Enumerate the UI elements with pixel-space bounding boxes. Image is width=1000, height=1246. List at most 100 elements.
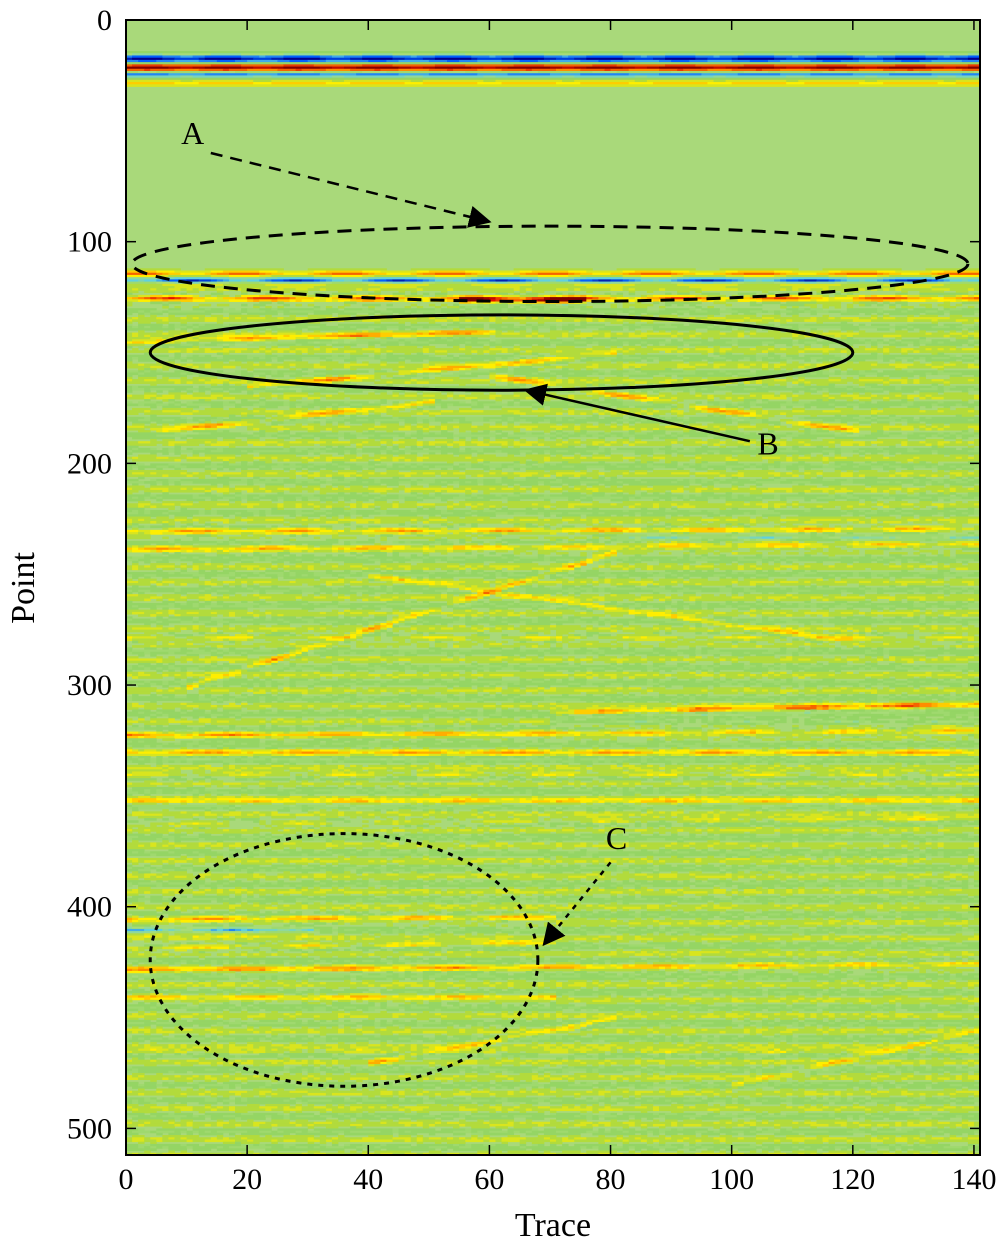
- heatmap-cell: [525, 292, 539, 296]
- heatmap-cell: [422, 399, 430, 402]
- heatmap-cell: [695, 345, 708, 349]
- heatmap-cell: [695, 405, 708, 409]
- heatmap-cell: [319, 281, 333, 285]
- heatmap-cell: [919, 461, 926, 464]
- heatmap-cell: [368, 305, 375, 309]
- heatmap-cell: [786, 288, 793, 291]
- heatmap-cell: [186, 441, 206, 444]
- heatmap-cell: [761, 341, 775, 345]
- heatmap-cell: [967, 337, 975, 340]
- heatmap-cell: [737, 288, 781, 291]
- heatmap-cell: [501, 465, 508, 469]
- heatmap-cell: [556, 438, 563, 442]
- heatmap-cell: [749, 303, 763, 307]
- heatmap-cell: [925, 421, 980, 424]
- heatmap-cell: [241, 57, 254, 61]
- heatmap-cell: [913, 447, 957, 451]
- heatmap-cell: [331, 332, 339, 336]
- heatmap-cell: [955, 303, 963, 307]
- heatmap-cell: [186, 447, 194, 451]
- heatmap-cell: [126, 290, 139, 294]
- heatmap-cell: [919, 290, 945, 294]
- heatmap-cell: [331, 458, 351, 462]
- heatmap-cell: [416, 458, 424, 462]
- heatmap-cell: [556, 427, 563, 431]
- heatmap-cell: [562, 443, 581, 447]
- heatmap-cell: [701, 288, 739, 291]
- heatmap-cell: [495, 55, 515, 59]
- heatmap-cell: [222, 310, 242, 314]
- heatmap-cell: [961, 432, 975, 435]
- heatmap-cell: [556, 68, 581, 72]
- heatmap-cell: [973, 447, 980, 451]
- heatmap-cell: [392, 330, 418, 333]
- heatmap-cell: [422, 410, 430, 413]
- heatmap-cell: [562, 66, 575, 70]
- heatmap-cell: [755, 332, 793, 336]
- heatmap-cell: [168, 392, 187, 396]
- heatmap-cell: [943, 463, 975, 466]
- heatmap-cell: [325, 59, 351, 63]
- heatmap-cell: [513, 370, 539, 373]
- heatmap-cell: [331, 55, 345, 59]
- heatmap-cell: [259, 356, 266, 360]
- heatmap-cell: [810, 414, 817, 418]
- heatmap-cell: [495, 301, 502, 305]
- heatmap-cell: [483, 305, 490, 309]
- heatmap-cell: [755, 410, 763, 413]
- heatmap-cell: [265, 401, 284, 404]
- heatmap-cell: [271, 348, 290, 351]
- heatmap-cell: [610, 345, 617, 349]
- heatmap-cell: [665, 57, 696, 61]
- heatmap-cell: [901, 416, 914, 420]
- heatmap-cell: [453, 368, 460, 371]
- heatmap-cell: [640, 458, 660, 462]
- heatmap-cell: [192, 392, 206, 396]
- heatmap-cell: [568, 279, 575, 282]
- heatmap-cell: [864, 55, 878, 59]
- heatmap-cell: [780, 394, 787, 398]
- heatmap-cell: [713, 75, 727, 79]
- heatmap-cell: [937, 385, 945, 389]
- heatmap-cell: [689, 270, 727, 274]
- heatmap-cell: [368, 277, 381, 280]
- heatmap-cell: [919, 381, 945, 384]
- heatmap-cell: [628, 374, 654, 378]
- heatmap-cell: [495, 66, 508, 70]
- heatmap-cell: [283, 66, 296, 70]
- heatmap-cell: [622, 352, 636, 356]
- heatmap-cell: [453, 452, 472, 455]
- heatmap-cell: [677, 272, 684, 276]
- heatmap-cell: [604, 319, 617, 322]
- heatmap-cell: [235, 441, 248, 444]
- heatmap-cell: [531, 458, 545, 462]
- heatmap-cell: [186, 456, 212, 460]
- heatmap-cell: [973, 385, 980, 389]
- heatmap-cell: [889, 450, 908, 453]
- heatmap-cell: [204, 317, 218, 320]
- heatmap-cell: [719, 268, 799, 271]
- heatmap-cell: [319, 363, 345, 367]
- heatmap-cell: [235, 288, 242, 291]
- heatmap-cell: [895, 53, 926, 56]
- heatmap-cell: [755, 443, 763, 447]
- heatmap-cell: [761, 365, 769, 369]
- heatmap-cell: [665, 350, 672, 353]
- heatmap-cell: [428, 412, 442, 415]
- heatmap-cell: [955, 75, 980, 79]
- heatmap-cell: [774, 461, 781, 464]
- heatmap-cell: [138, 370, 145, 373]
- heatmap-cell: [907, 399, 914, 402]
- heatmap-cell: [319, 456, 327, 460]
- heatmap-cell: [640, 365, 678, 369]
- heatmap-cell: [156, 345, 163, 349]
- heatmap-cell: [404, 423, 412, 427]
- heatmap-cell: [634, 438, 642, 442]
- heatmap-cell: [622, 383, 630, 387]
- heatmap-cell: [283, 317, 296, 320]
- heatmap-cell: [610, 281, 630, 285]
- heatmap-cell: [562, 328, 575, 331]
- heatmap-cell: [973, 70, 980, 74]
- heatmap-cell: [658, 297, 666, 300]
- heatmap-cell: [344, 308, 363, 311]
